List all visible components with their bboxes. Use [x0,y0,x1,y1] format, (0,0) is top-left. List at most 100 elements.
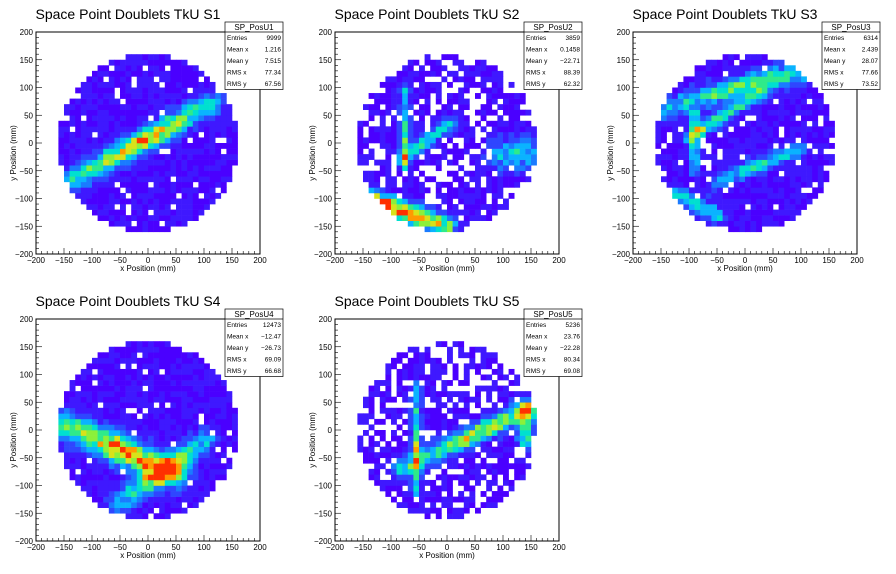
heatmap-cell [806,170,813,177]
heatmap-cell [159,159,166,166]
heatmap-cell [722,104,729,110]
heatmap-cell [192,176,199,183]
heatmap-cell [215,385,222,392]
heatmap-cell [396,204,403,210]
heatmap-cell [514,131,521,138]
heatmap-cell [204,81,210,88]
heatmap-cell [700,204,707,210]
heatmap-cell [385,452,392,459]
heatmap-cell [176,70,182,77]
heatmap-cell [711,148,718,155]
heatmap-cell [435,363,442,370]
heatmap-cell [120,485,126,492]
heatmap-cell [424,479,431,486]
heatmap-cell [666,159,673,166]
heatmap-cell [86,181,93,188]
heatmap-cell [103,485,110,492]
heatmap-cell [480,424,487,431]
heatmap-cell [435,204,442,210]
stats-key: Entries [227,322,248,329]
heatmap-cell [475,468,481,475]
heatmap-cell [142,54,149,61]
heatmap-cell [164,54,171,61]
heatmap-cell [677,192,684,199]
heatmap-cell [761,76,768,83]
heatmap-cell [159,120,166,127]
heatmap-cell [750,109,757,116]
heatmap-cell [176,352,182,359]
heatmap-cell [181,176,188,183]
heatmap-cell [120,81,126,88]
heatmap-cell [198,187,205,194]
heatmap-cell [198,363,205,370]
heatmap-cell [363,143,369,149]
heatmap-cell [181,220,188,227]
heatmap-cell [125,463,132,470]
heatmap-cell [795,165,802,172]
heatmap-cell [407,368,414,375]
heatmap-cell [694,65,701,72]
heatmap-cell [170,346,177,353]
heatmap-cell [419,81,425,88]
heatmap-cell [159,346,166,353]
heatmap-cell [148,479,154,486]
heatmap-cell [198,109,205,116]
heatmap-cell [491,413,498,420]
heatmap-cell [368,391,375,397]
heatmap-cell [812,187,819,194]
heatmap-cell [784,120,791,127]
heatmap-cell [170,159,177,166]
heatmap-cell [469,363,476,370]
heatmap-cell [368,407,375,414]
heatmap-cell [176,396,182,403]
heatmap-cell [514,126,521,133]
y-tick-label: 0 [29,426,34,435]
heatmap-cell [357,120,364,127]
heatmap-cell [435,159,442,166]
heatmap-cell [92,159,98,166]
heatmap-cell [402,491,409,497]
heatmap-cell [164,76,171,83]
heatmap-cell [215,93,222,99]
heatmap-cell [447,98,453,105]
heatmap-cell [778,104,785,110]
heatmap-cell [357,413,364,420]
heatmap-cell [97,446,104,453]
heatmap-cell [379,93,386,99]
heatmap-cell [108,209,115,216]
heatmap-cell [108,93,115,99]
heatmap-cell [722,137,729,144]
heatmap-cell [176,446,182,453]
heatmap-cell [419,131,425,138]
heatmap-cell [430,70,437,77]
heatmap-cell [722,220,729,227]
heatmap-cell [103,115,110,122]
heatmap-cell [655,154,662,160]
heatmap-cell [192,357,199,364]
heatmap-cell [80,165,87,172]
heatmap-cell [192,115,199,122]
heatmap-cell [452,430,459,436]
heatmap-cell [452,513,459,520]
heatmap-cell [114,357,121,364]
heatmap-cell [407,430,414,436]
heatmap-cell [153,148,160,155]
y-tick-label: 200 [20,315,34,324]
heatmap-cell [148,70,154,77]
heatmap-cell [58,407,65,414]
heatmap-cell [204,181,210,188]
heatmap-cell [148,507,154,514]
heatmap-cell [458,452,465,459]
heatmap-cell [711,165,718,172]
heatmap-cell [131,385,138,392]
heatmap-cell [430,446,437,453]
heatmap-cell [784,154,791,160]
heatmap-cell [64,457,70,464]
heatmap-cell [368,446,375,453]
heatmap-cell [226,131,233,138]
heatmap-cell [447,126,453,133]
heatmap-cell [672,131,679,138]
heatmap-cell [402,176,409,183]
heatmap-cell [469,154,476,160]
heatmap-cell [452,159,459,166]
